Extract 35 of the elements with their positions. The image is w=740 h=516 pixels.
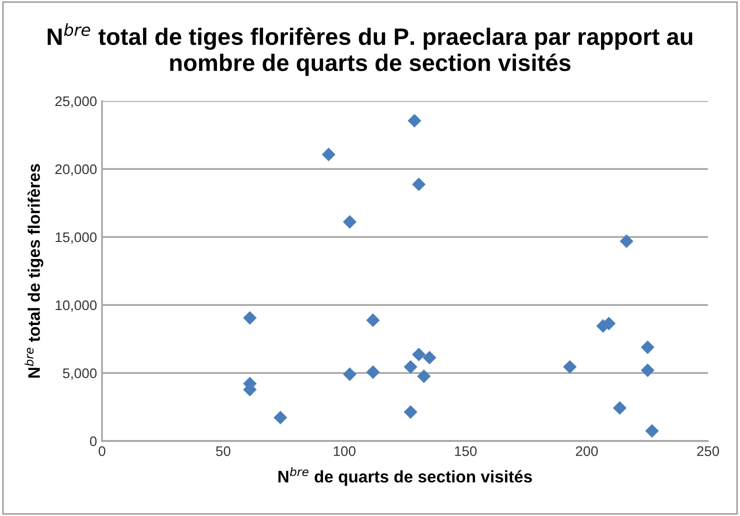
point <box>404 405 418 419</box>
point <box>640 340 654 354</box>
point <box>563 360 577 374</box>
point <box>342 367 357 382</box>
point <box>322 148 336 162</box>
point <box>422 350 436 364</box>
y-tick-label: 20,000 <box>55 164 97 176</box>
x-tick-label: 250 <box>697 446 720 456</box>
x-tick-label: 100 <box>334 446 356 456</box>
y-axis-title: N$^{bre}$ total de tiges florifères <box>24 164 44 378</box>
point <box>274 410 288 424</box>
point <box>408 114 422 128</box>
x-tick-label: 200 <box>576 446 598 456</box>
point <box>417 369 431 384</box>
x-tick-label: 0 <box>98 446 106 456</box>
point <box>640 363 654 378</box>
point <box>342 215 357 229</box>
chart-title: N$^{bre}$ total de tiges florifères du P. praeclara par rapport au nombre de quarts de section visités <box>48 23 692 76</box>
y-tick-label: 0 <box>90 436 97 446</box>
point <box>412 178 426 192</box>
x-axis-title: N$^{bre}$ de quarts de section visités <box>278 467 532 486</box>
x-tick-label: 50 <box>216 446 230 456</box>
y-tick-label: 15,000 <box>56 232 97 244</box>
x-tick-label: 150 <box>455 446 477 456</box>
point <box>412 348 426 362</box>
point <box>366 365 380 379</box>
point <box>612 401 627 415</box>
point <box>243 311 257 325</box>
point <box>645 424 659 438</box>
y-tick-label: 5,000 <box>62 368 97 380</box>
point <box>404 360 418 374</box>
y-tick-label: 10,000 <box>56 300 97 312</box>
point <box>620 234 634 248</box>
y-tick-label: 25,000 <box>55 96 97 108</box>
point <box>366 313 380 328</box>
